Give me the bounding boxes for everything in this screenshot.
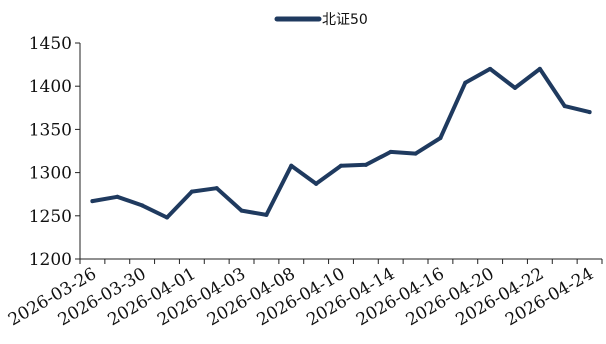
data-point [537,66,542,71]
x-ticks: 2026-03-262026-03-302026-04-012026-04-03… [5,259,603,330]
y-ticks: 1200 1250 1300 1350 1400 1450 [29,34,80,270]
data-point [587,110,592,115]
data-point [363,162,368,167]
data-point [264,212,269,217]
data-point [513,85,517,90]
data-point [413,151,418,156]
series-line [90,66,592,220]
data-point [388,149,393,154]
data-point [314,181,319,186]
data-point [189,189,194,194]
data-point [115,194,120,199]
axes [79,43,602,260]
data-point [165,215,169,220]
data-point [339,163,343,168]
data-point [140,203,145,208]
legend-label: 北证50 [322,12,368,28]
series [90,66,592,220]
data-point [239,208,244,213]
data-point [488,66,493,71]
y-tick-label: 1300 [29,164,72,184]
data-point [214,186,219,191]
y-tick-label: 1350 [29,120,72,140]
data-point [463,80,468,85]
y-tick-label: 1400 [29,77,72,97]
y-tick-label: 1250 [29,207,72,227]
data-point [562,104,567,109]
legend: 北证50 [274,12,368,28]
data-point [90,199,95,204]
data-point [438,136,443,141]
y-tick-label: 1200 [29,250,72,270]
y-tick-label: 1450 [29,34,72,54]
data-point [289,163,294,168]
